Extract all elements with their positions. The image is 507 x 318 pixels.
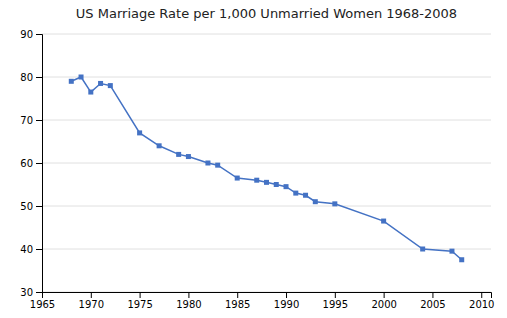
y-tick-label: 40 <box>20 244 33 255</box>
y-axis-line <box>36 35 43 293</box>
grid-line <box>42 120 491 121</box>
marker <box>205 161 210 166</box>
y-tick-mark <box>36 120 42 121</box>
x-tick: 1995 <box>323 292 348 310</box>
marker <box>176 152 181 157</box>
x-tick-mark <box>140 292 141 298</box>
marker <box>254 178 259 183</box>
x-tick-label: 1995 <box>323 299 348 310</box>
x-tick-label: 2005 <box>420 299 445 310</box>
x-tick: 1990 <box>274 292 299 310</box>
y-tick: 50 <box>20 201 42 212</box>
marker <box>79 75 84 80</box>
grid-line <box>42 34 491 35</box>
y-tick-mark <box>36 163 42 164</box>
x-tick: 1965 <box>30 292 55 310</box>
line <box>71 77 461 260</box>
y-tick: 80 <box>20 72 42 83</box>
title: US Marriage Rate per 1,000 Unmarried Wom… <box>76 6 457 21</box>
marker <box>449 249 454 254</box>
x-tick-label: 2000 <box>371 299 396 310</box>
y-tick-mark <box>36 249 42 250</box>
grid-line <box>42 163 491 164</box>
y-tick-label: 80 <box>20 72 33 83</box>
x-tick: 1975 <box>127 292 152 310</box>
marker <box>137 130 142 135</box>
x-tick: 1970 <box>79 292 104 310</box>
marker <box>98 81 103 86</box>
marker <box>186 154 191 159</box>
marker <box>108 83 113 88</box>
marker <box>293 191 298 196</box>
y-tick: 70 <box>20 115 42 126</box>
grid-line <box>42 77 491 78</box>
marker <box>157 143 162 148</box>
x-axis: 1965 1970 1975 1980 1985 1990 1995 2000 2005 2010 <box>30 292 495 310</box>
marker <box>381 219 386 224</box>
x-tick-label: 1990 <box>274 299 299 310</box>
marker <box>274 182 279 187</box>
x-tick-label: 1975 <box>127 299 152 310</box>
marker <box>313 199 318 204</box>
marker <box>332 201 337 206</box>
x-tick: 1980 <box>176 292 201 310</box>
y-tick: 30 <box>20 287 42 298</box>
x-tick: 1985 <box>225 292 250 310</box>
x-tick-label: 1970 <box>79 299 104 310</box>
y-tick: 40 <box>20 244 42 255</box>
x-tick-mark <box>384 292 385 298</box>
y-tick-mark <box>36 77 42 78</box>
x-tick-mark <box>91 292 92 298</box>
x-tick-mark <box>481 292 482 298</box>
x-tick: 2005 <box>420 292 445 310</box>
x-tick-mark <box>286 292 287 298</box>
grid-line <box>42 206 491 207</box>
chart: US Marriage Rate per 1,000 Unmarried Wom… <box>0 0 507 318</box>
y-tick-label: 90 <box>20 29 33 40</box>
y-tick: 60 <box>20 158 42 169</box>
marker <box>215 163 220 168</box>
x-tick-mark <box>335 292 336 298</box>
x-tick-label: 1965 <box>30 299 55 310</box>
y-tick-label: 50 <box>20 201 33 212</box>
x-tick-mark <box>188 292 189 298</box>
x-tick-mark <box>432 292 433 298</box>
marker <box>284 184 289 189</box>
y-tick-mark <box>36 292 42 293</box>
y-tick: 90 <box>20 29 42 40</box>
grid <box>42 34 491 292</box>
marker <box>420 247 425 252</box>
y-tick-label: 60 <box>20 158 33 169</box>
x-tick-mark <box>237 292 238 298</box>
x-tick: 2000 <box>371 292 396 310</box>
x-tick-label: 1980 <box>176 299 201 310</box>
plot-area <box>69 75 464 263</box>
y-axis: 30 40 50 60 70 80 90 <box>20 29 42 298</box>
marker <box>88 90 93 95</box>
x-tick: 2010 <box>469 292 494 310</box>
marker <box>303 193 308 198</box>
marker <box>235 176 240 181</box>
x-axis-line <box>43 293 492 299</box>
y-tick-mark <box>36 34 42 35</box>
marker <box>459 257 464 262</box>
y-tick-label: 70 <box>20 115 33 126</box>
marker <box>264 180 269 185</box>
y-tick-mark <box>36 206 42 207</box>
x-tick-label: 1985 <box>225 299 250 310</box>
y-tick-label: 30 <box>20 287 33 298</box>
x-tick-label: 2010 <box>469 299 494 310</box>
marker <box>69 79 74 84</box>
